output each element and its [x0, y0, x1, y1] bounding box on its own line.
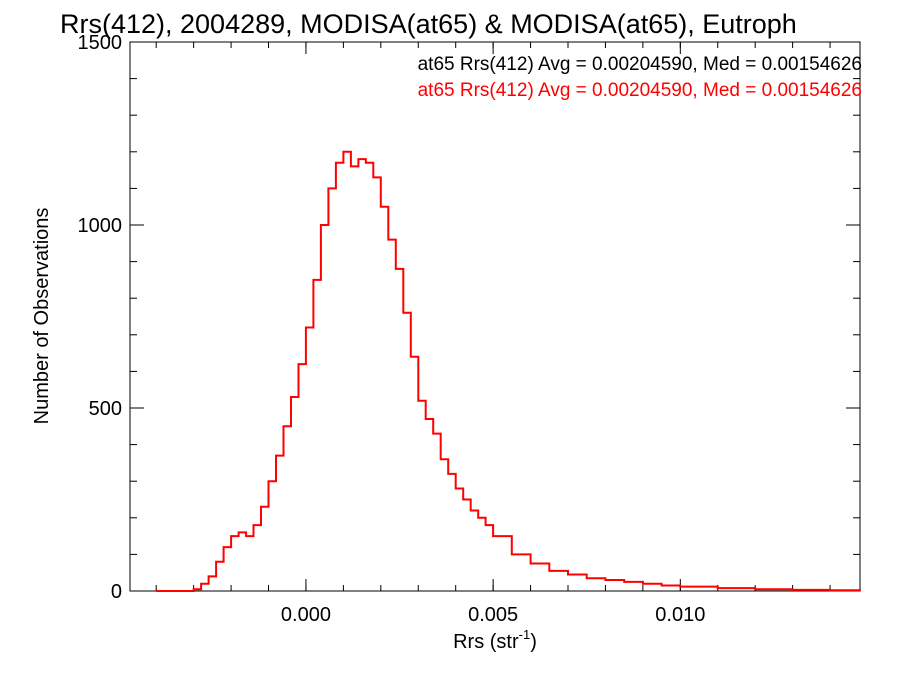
- x-axis-title-superscript: -1: [519, 627, 531, 642]
- chart-title: Rrs(412), 2004289, MODISA(at65) & MODISA…: [60, 9, 797, 39]
- x-axis-title: Rrs (str-1): [453, 627, 537, 653]
- x-tick-label: 0.005: [468, 604, 518, 626]
- stat-annotation-black: at65 Rrs(412) Avg = 0.00204590, Med = 0.…: [418, 54, 862, 75]
- y-tick-label: 1500: [78, 32, 123, 54]
- x-tick-label: 0.000: [281, 604, 331, 626]
- series-histogram-line: [156, 150, 861, 592]
- y-tick-label: 1000: [78, 215, 123, 237]
- y-axis-title: Number of Observations: [31, 208, 53, 425]
- stat-annotation-red: at65 Rrs(412) Avg = 0.00204590, Med = 0.…: [418, 80, 862, 101]
- y-tick-label: 500: [89, 398, 122, 420]
- y-tick-label: 0: [111, 581, 122, 603]
- x-axis-ticks: 0.000 0.005 0.010: [155, 42, 831, 626]
- plot-area: [129, 41, 861, 592]
- x-axis-title-close: ): [530, 631, 537, 653]
- x-axis-title-text: Rrs (str: [453, 631, 519, 653]
- x-tick-label: 0.010: [655, 604, 705, 626]
- y-axis-ticks: 0 500 1000 1500: [78, 32, 860, 603]
